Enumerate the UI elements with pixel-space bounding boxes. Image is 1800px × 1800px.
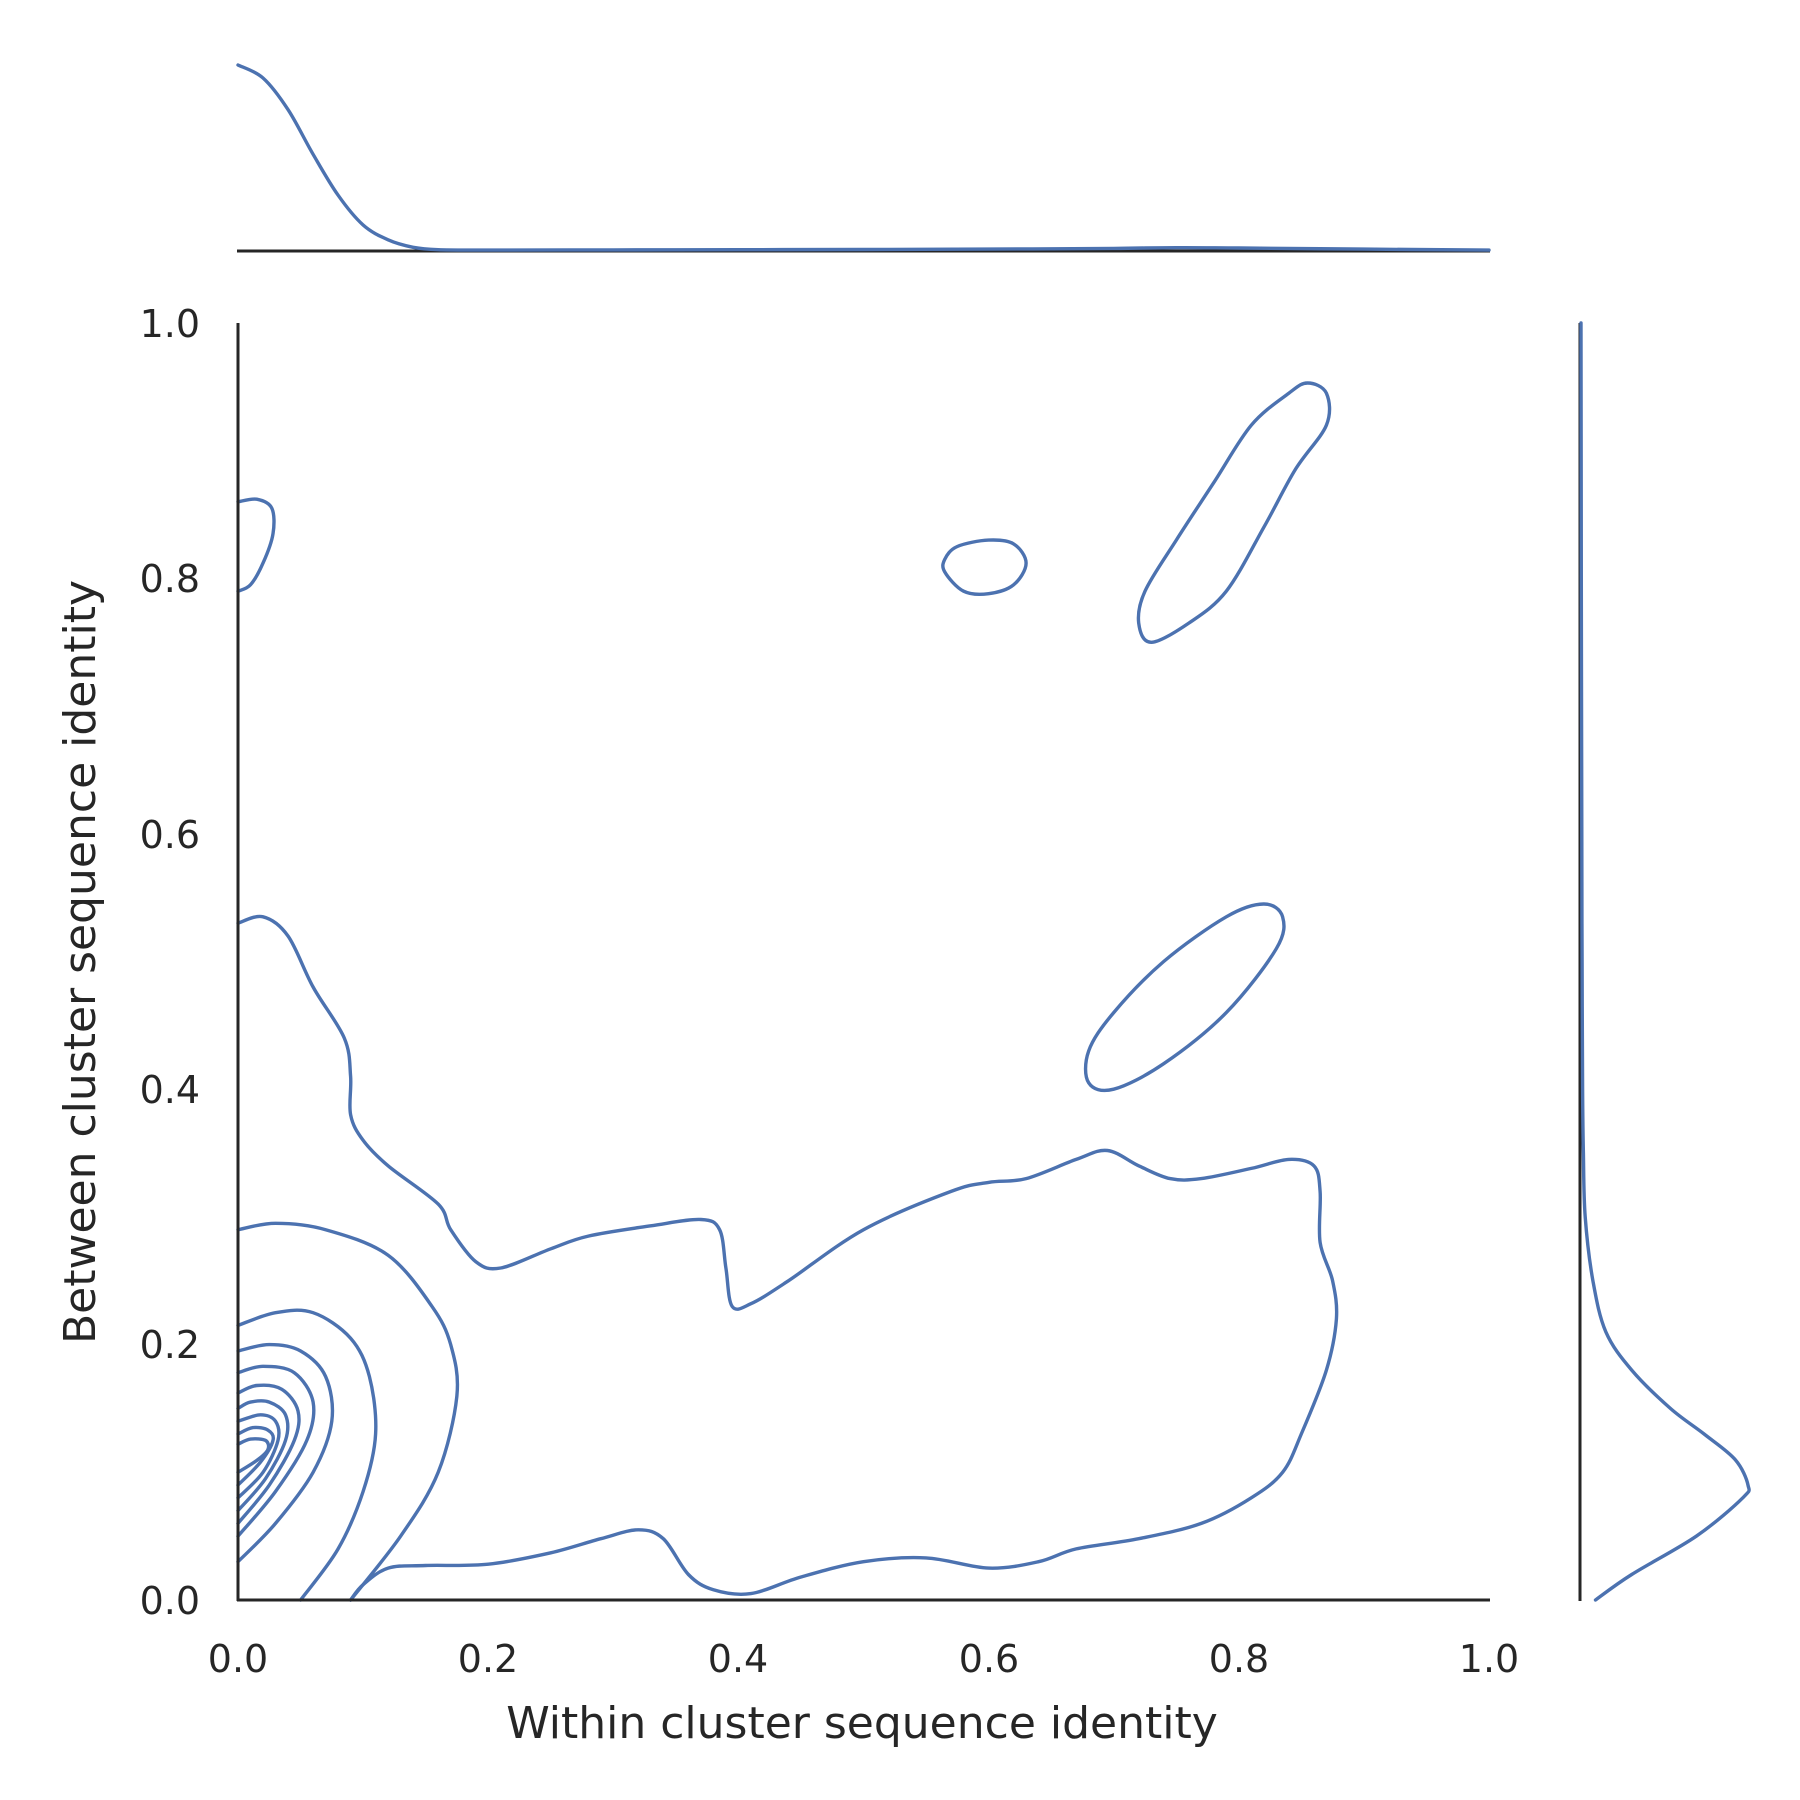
kde-contour-inner-9 (238, 1439, 269, 1473)
x-tick-label: 0.6 (959, 1637, 1019, 1681)
y-tick-labels: 0.0 0.2 0.4 0.6 0.8 1.0 (140, 302, 200, 1623)
x-tick-label: 1.0 (1459, 1637, 1519, 1681)
x-axis-label: Within cluster sequence identity (506, 1698, 1218, 1749)
kde-contour-inner-1 (238, 1223, 457, 1600)
kde-contour-right-mid-ellipse (1086, 904, 1284, 1090)
kde-contour-mid-top-ellipse (943, 540, 1026, 594)
x-tick-label: 0.8 (1209, 1637, 1269, 1681)
y-tick-label: 0.2 (140, 1323, 200, 1367)
x-tick-label: 0.0 (208, 1637, 268, 1681)
marginal-x-panel (237, 65, 1490, 251)
x-tick-label: 0.4 (708, 1637, 768, 1681)
y-axis-label: Between cluster sequence identity (55, 580, 106, 1344)
kde-contour-outer-level (238, 916, 1337, 1600)
contour-layer (238, 383, 1337, 1600)
joint-plot-area: 0.0 0.2 0.4 0.6 0.8 1.0 0.0 0.2 0.4 0.6 … (55, 302, 1519, 1749)
y-tick-label: 0.0 (140, 1579, 200, 1623)
marginal-y-panel (1580, 323, 1749, 1601)
x-tick-label: 0.2 (458, 1637, 518, 1681)
y-tick-label: 0.6 (140, 813, 200, 857)
marginal-x-density-curve (238, 65, 1489, 250)
marginal-y-density-curve (1581, 323, 1749, 1600)
y-tick-label: 0.8 (140, 557, 200, 601)
x-tick-labels: 0.0 0.2 0.4 0.6 0.8 1.0 (208, 1637, 1519, 1681)
kde-contour-left-top-blob (238, 499, 274, 591)
y-tick-label: 1.0 (140, 302, 200, 346)
kde-contour-inner-3 (238, 1345, 332, 1562)
kde-contour-right-top-ellipse (1138, 383, 1329, 642)
y-tick-label: 0.4 (140, 1068, 200, 1112)
